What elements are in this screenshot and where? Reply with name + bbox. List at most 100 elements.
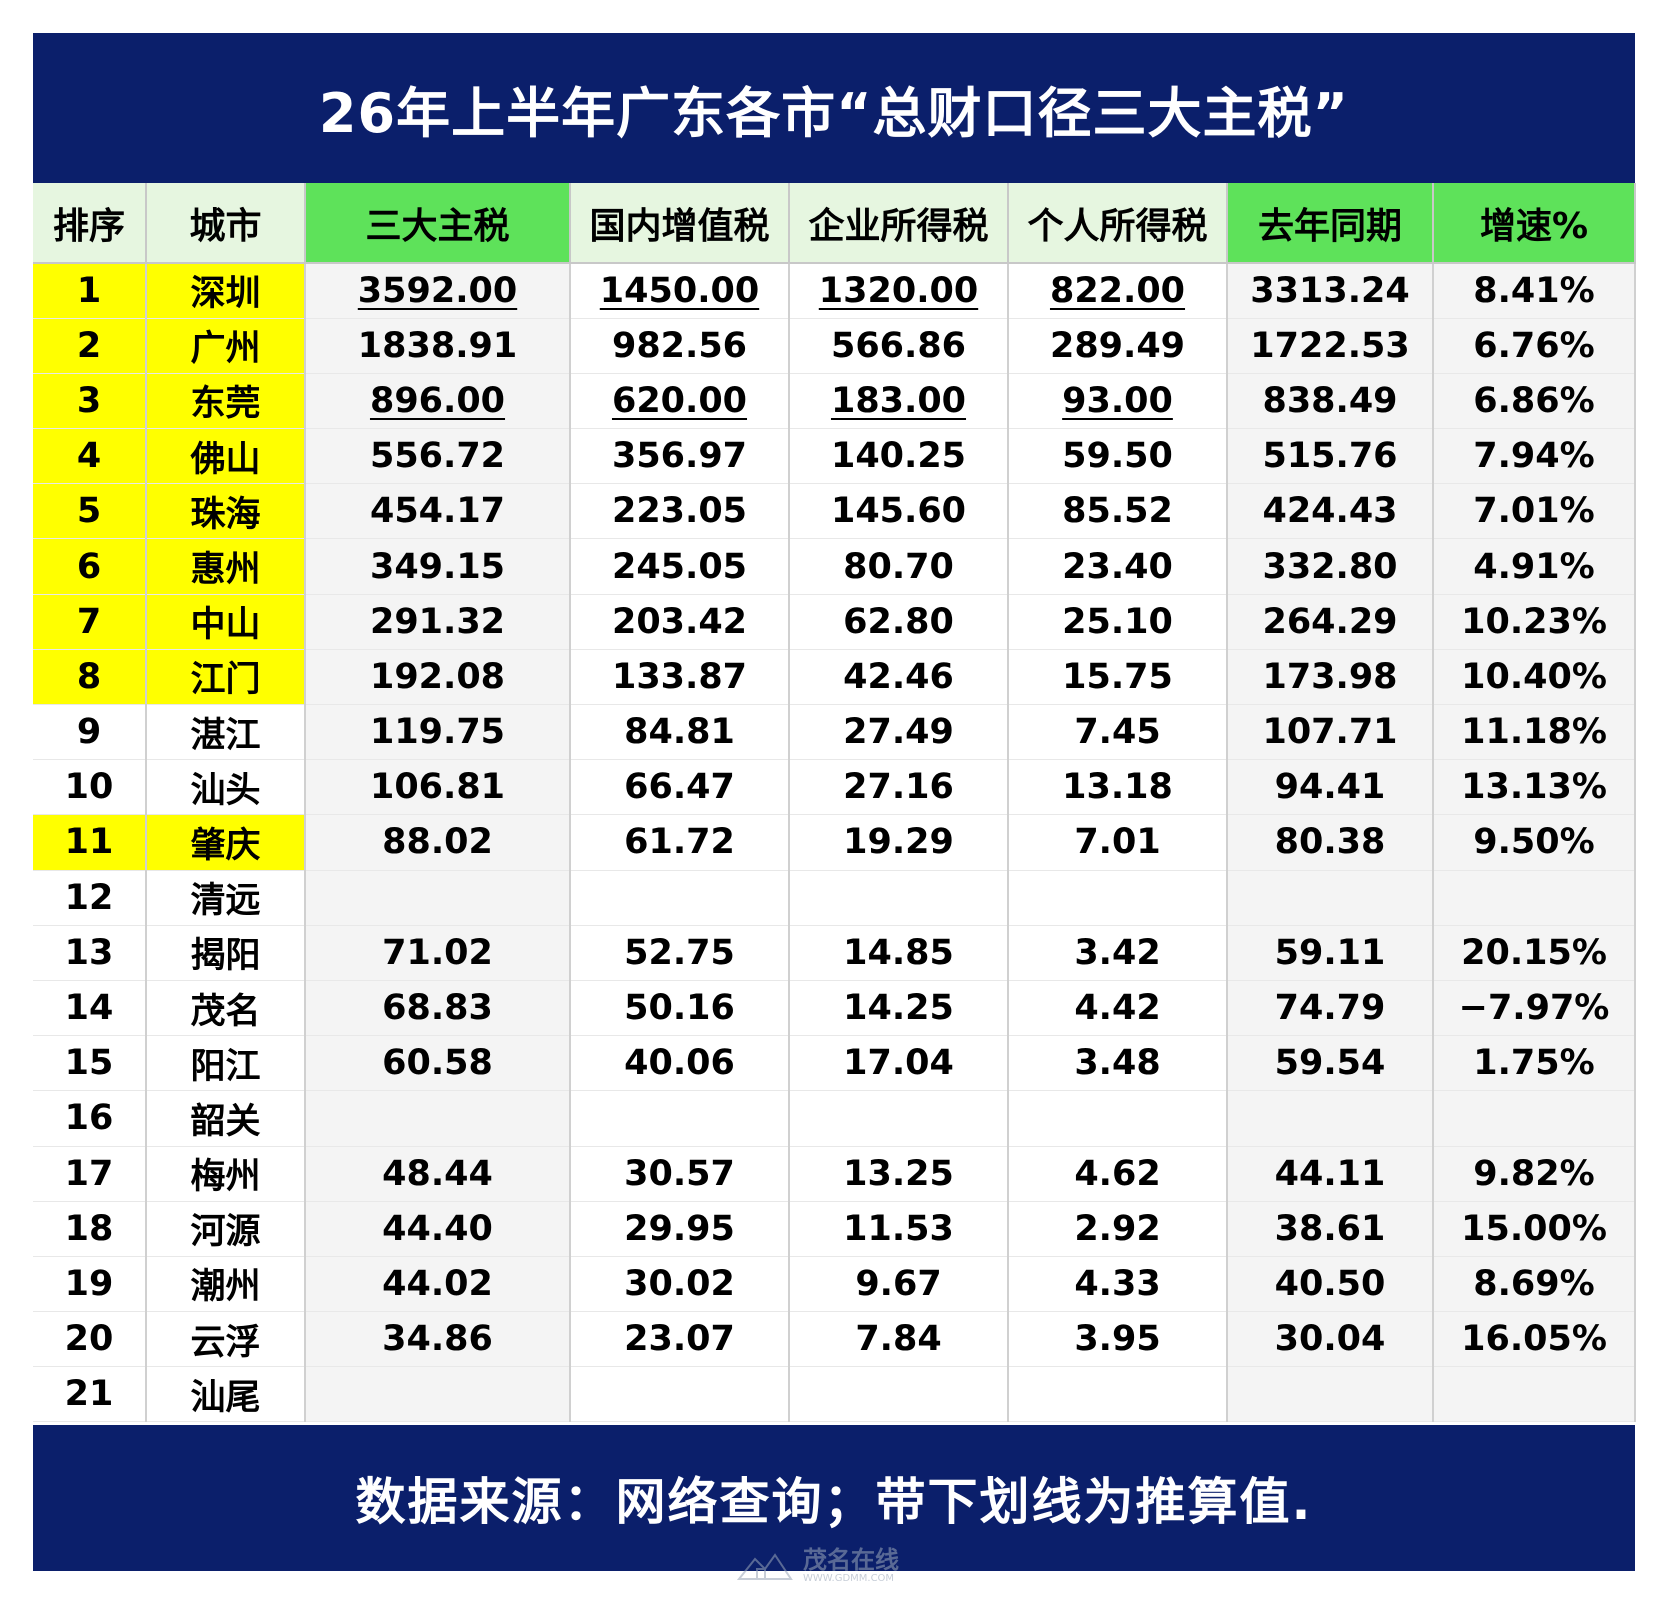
cell-rank: 19 — [33, 1256, 147, 1313]
house-icon — [736, 1553, 793, 1580]
cell-total: 556.72 — [305, 428, 571, 485]
cell-growth — [1433, 1090, 1636, 1147]
cell-cit: 14.25 — [789, 980, 1009, 1037]
cell-city: 湛江 — [146, 704, 306, 761]
table-row: 4 佛山 556.72 356.97 140.25 59.50 515.76 7.94% — [33, 428, 1636, 485]
cell-pit — [1008, 1366, 1228, 1423]
cell-last-year: 94.41 — [1227, 759, 1434, 816]
cell-growth: 7.94% — [1433, 428, 1636, 485]
cell-rank: 10 — [33, 759, 147, 816]
cell-last-year: 59.54 — [1227, 1035, 1434, 1092]
cell-rank: 14 — [33, 980, 147, 1037]
cell-city: 茂名 — [146, 980, 306, 1037]
table-row: 8 江门 192.08 133.87 42.46 15.75 173.98 10.40% — [33, 649, 1636, 706]
cell-cit: 17.04 — [789, 1035, 1009, 1092]
cell-cit: 62.80 — [789, 594, 1009, 650]
cell-growth: 16.05% — [1433, 1311, 1636, 1368]
cell-city: 潮州 — [146, 1256, 306, 1313]
cell-city: 揭阳 — [146, 925, 306, 981]
cell-vat — [570, 870, 790, 926]
cell-last-year: 38.61 — [1227, 1201, 1434, 1257]
cell-total: 349.15 — [305, 538, 571, 595]
cell-city: 韶关 — [146, 1090, 306, 1147]
cell-total: 44.02 — [305, 1256, 571, 1313]
cell-vat: 223.05 — [570, 483, 790, 540]
table-row: 21 汕尾 — [33, 1366, 1636, 1423]
cell-pit: 3.42 — [1008, 925, 1228, 981]
table-row: 20 云浮 34.86 23.07 7.84 3.95 30.04 16.05% — [33, 1311, 1636, 1368]
cell-last-year: 424.43 — [1227, 483, 1434, 540]
cell-pit: 289.49 — [1008, 318, 1228, 374]
cell-last-year — [1227, 1366, 1434, 1423]
cell-cit — [789, 1366, 1009, 1423]
cell-total: 454.17 — [305, 483, 571, 540]
cell-total: 68.83 — [305, 980, 571, 1037]
estimated-value: 896.00 — [369, 380, 506, 421]
cell-pit — [1008, 1090, 1228, 1147]
cell-total — [305, 870, 571, 926]
cell-vat — [570, 1366, 790, 1423]
cell-vat: 203.42 — [570, 594, 790, 650]
header-pit: 个人所得税 — [1008, 183, 1228, 264]
cell-last-year: 173.98 — [1227, 649, 1434, 706]
cell-rank: 12 — [33, 870, 147, 926]
cell-rank: 16 — [33, 1090, 147, 1147]
cell-vat: 29.95 — [570, 1201, 790, 1257]
cell-total: 119.75 — [305, 704, 571, 761]
cell-city: 深圳 — [146, 263, 306, 319]
cell-vat: 245.05 — [570, 538, 790, 595]
cell-last-year: 80.38 — [1227, 814, 1434, 871]
cell-city: 汕头 — [146, 759, 306, 816]
estimated-value: 620.00 — [611, 380, 748, 421]
estimated-value: 822.00 — [1049, 270, 1186, 311]
cell-last-year: 515.76 — [1227, 428, 1434, 485]
cell-pit: 85.52 — [1008, 483, 1228, 540]
table-row: 15 阳江 60.58 40.06 17.04 3.48 59.54 1.75% — [33, 1035, 1636, 1092]
cell-city: 清远 — [146, 870, 306, 926]
cell-rank: 11 — [33, 814, 147, 871]
cell-rank: 9 — [33, 704, 147, 761]
cell-city: 梅州 — [146, 1146, 306, 1202]
cell-last-year: 74.79 — [1227, 980, 1434, 1037]
cell-vat: 61.72 — [570, 814, 790, 871]
watermark-logo: 茂名在线 WWW.GDMM.COM — [735, 1546, 899, 1586]
table-row: 1 深圳 3592.00 1450.00 1320.00 822.00 3313.24 8.4… — [33, 263, 1636, 319]
table-row: 11 肇庆 88.02 61.72 19.29 7.01 80.38 9.50% — [33, 814, 1636, 871]
cell-cit — [789, 870, 1009, 926]
cell-total: 291.32 — [305, 594, 571, 650]
cell-cit: 19.29 — [789, 814, 1009, 871]
cell-total: 896.00 — [305, 373, 571, 430]
cell-city: 广州 — [146, 318, 306, 374]
cell-rank: 13 — [33, 925, 147, 981]
estimated-value: 1450.00 — [599, 270, 760, 311]
cell-pit: 4.62 — [1008, 1146, 1228, 1202]
cell-rank: 4 — [33, 428, 147, 485]
cell-growth — [1433, 870, 1636, 926]
cell-growth: 10.40% — [1433, 649, 1636, 706]
cell-last-year: 107.71 — [1227, 704, 1434, 761]
table-row: 6 惠州 349.15 245.05 80.70 23.40 332.80 4.91% — [33, 538, 1636, 595]
cell-growth: 8.41% — [1433, 263, 1636, 319]
cell-pit: 7.01 — [1008, 814, 1228, 871]
cell-last-year — [1227, 1090, 1434, 1147]
header-vat: 国内增值税 — [570, 183, 790, 264]
cell-growth: 4.91% — [1433, 538, 1636, 595]
cell-pit: 23.40 — [1008, 538, 1228, 595]
cell-vat: 620.00 — [570, 373, 790, 430]
cell-last-year: 40.50 — [1227, 1256, 1434, 1313]
cell-growth: 6.76% — [1433, 318, 1636, 374]
cell-total: 1838.91 — [305, 318, 571, 374]
estimated-value: 93.00 — [1062, 380, 1173, 421]
estimated-value: 3592.00 — [357, 270, 518, 311]
cell-total — [305, 1366, 571, 1423]
cell-total: 3592.00 — [305, 263, 571, 319]
cell-pit: 4.33 — [1008, 1256, 1228, 1313]
table-row: 18 河源 44.40 29.95 11.53 2.92 38.61 15.00% — [33, 1201, 1636, 1257]
cell-total: 48.44 — [305, 1146, 571, 1202]
cell-city: 东莞 — [146, 373, 306, 430]
cell-vat: 133.87 — [570, 649, 790, 706]
cell-growth: 8.69% — [1433, 1256, 1636, 1313]
table-frame: 26年上半年广东各市“总财口径三大主税” 排序 城市 三大主税 国内增值税 企业… — [33, 33, 1636, 1571]
table-row: 3 东莞 896.00 620.00 183.00 93.00 838.49 6.86% — [33, 373, 1636, 430]
